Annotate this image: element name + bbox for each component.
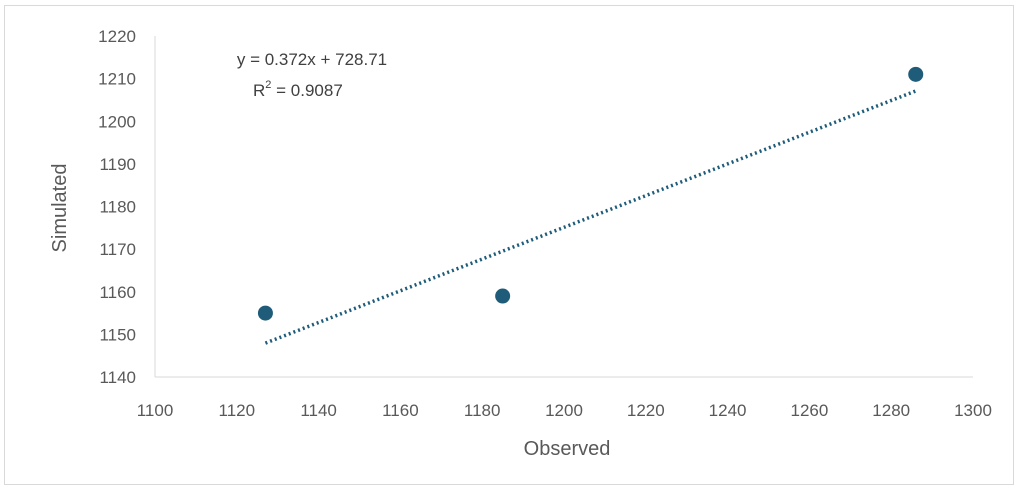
y-tick-label: 1210 (98, 70, 136, 89)
x-tick-label: 1300 (954, 401, 992, 420)
y-tick-label: 1180 (99, 198, 136, 217)
r-squared-value: = 0.9087 (271, 81, 342, 100)
y-axis-ticks: 1140 1150 1160 1170 1180 1190 1200 1210 1220 (98, 27, 136, 387)
y-tick-label: 1140 (99, 368, 136, 387)
y-tick-label: 1150 (99, 325, 136, 344)
chart-area (4, 5, 1014, 485)
x-tick-label: 1100 (137, 401, 174, 420)
x-tick-label: 1260 (790, 401, 828, 420)
x-tick-label: 1200 (545, 401, 583, 420)
x-axis-title: Observed (524, 438, 611, 460)
trendline-equation: y = 0.372x + 728.71 (237, 50, 387, 69)
data-points (257, 66, 924, 321)
data-point (908, 66, 924, 82)
trendline (264, 89, 917, 345)
x-tick-label: 1280 (872, 401, 910, 420)
x-tick-label: 1160 (382, 401, 419, 420)
y-axis-title: Simulated (49, 164, 71, 253)
y-tick-label: 1200 (98, 112, 136, 131)
x-tick-label: 1240 (709, 401, 747, 420)
x-tick-label: 1180 (464, 401, 501, 420)
r-squared-label: R2 = 0.9087 (253, 79, 343, 100)
x-axis-ticks: 1100 1120 1140 1160 1180 1200 1220 1240 1260 1280… (137, 401, 992, 420)
y-tick-label: 1160 (99, 283, 136, 302)
data-point (257, 305, 273, 321)
y-tick-label: 1190 (99, 155, 136, 174)
y-tick-label: 1170 (99, 240, 136, 259)
x-tick-label: 1140 (300, 401, 337, 420)
r-squared-superscript: 2 (265, 79, 271, 91)
x-tick-label: 1120 (219, 401, 256, 420)
y-tick-label: 1220 (98, 27, 136, 46)
x-tick-label: 1220 (627, 401, 665, 420)
r-squared-r: R (253, 81, 265, 100)
data-point (495, 288, 511, 304)
